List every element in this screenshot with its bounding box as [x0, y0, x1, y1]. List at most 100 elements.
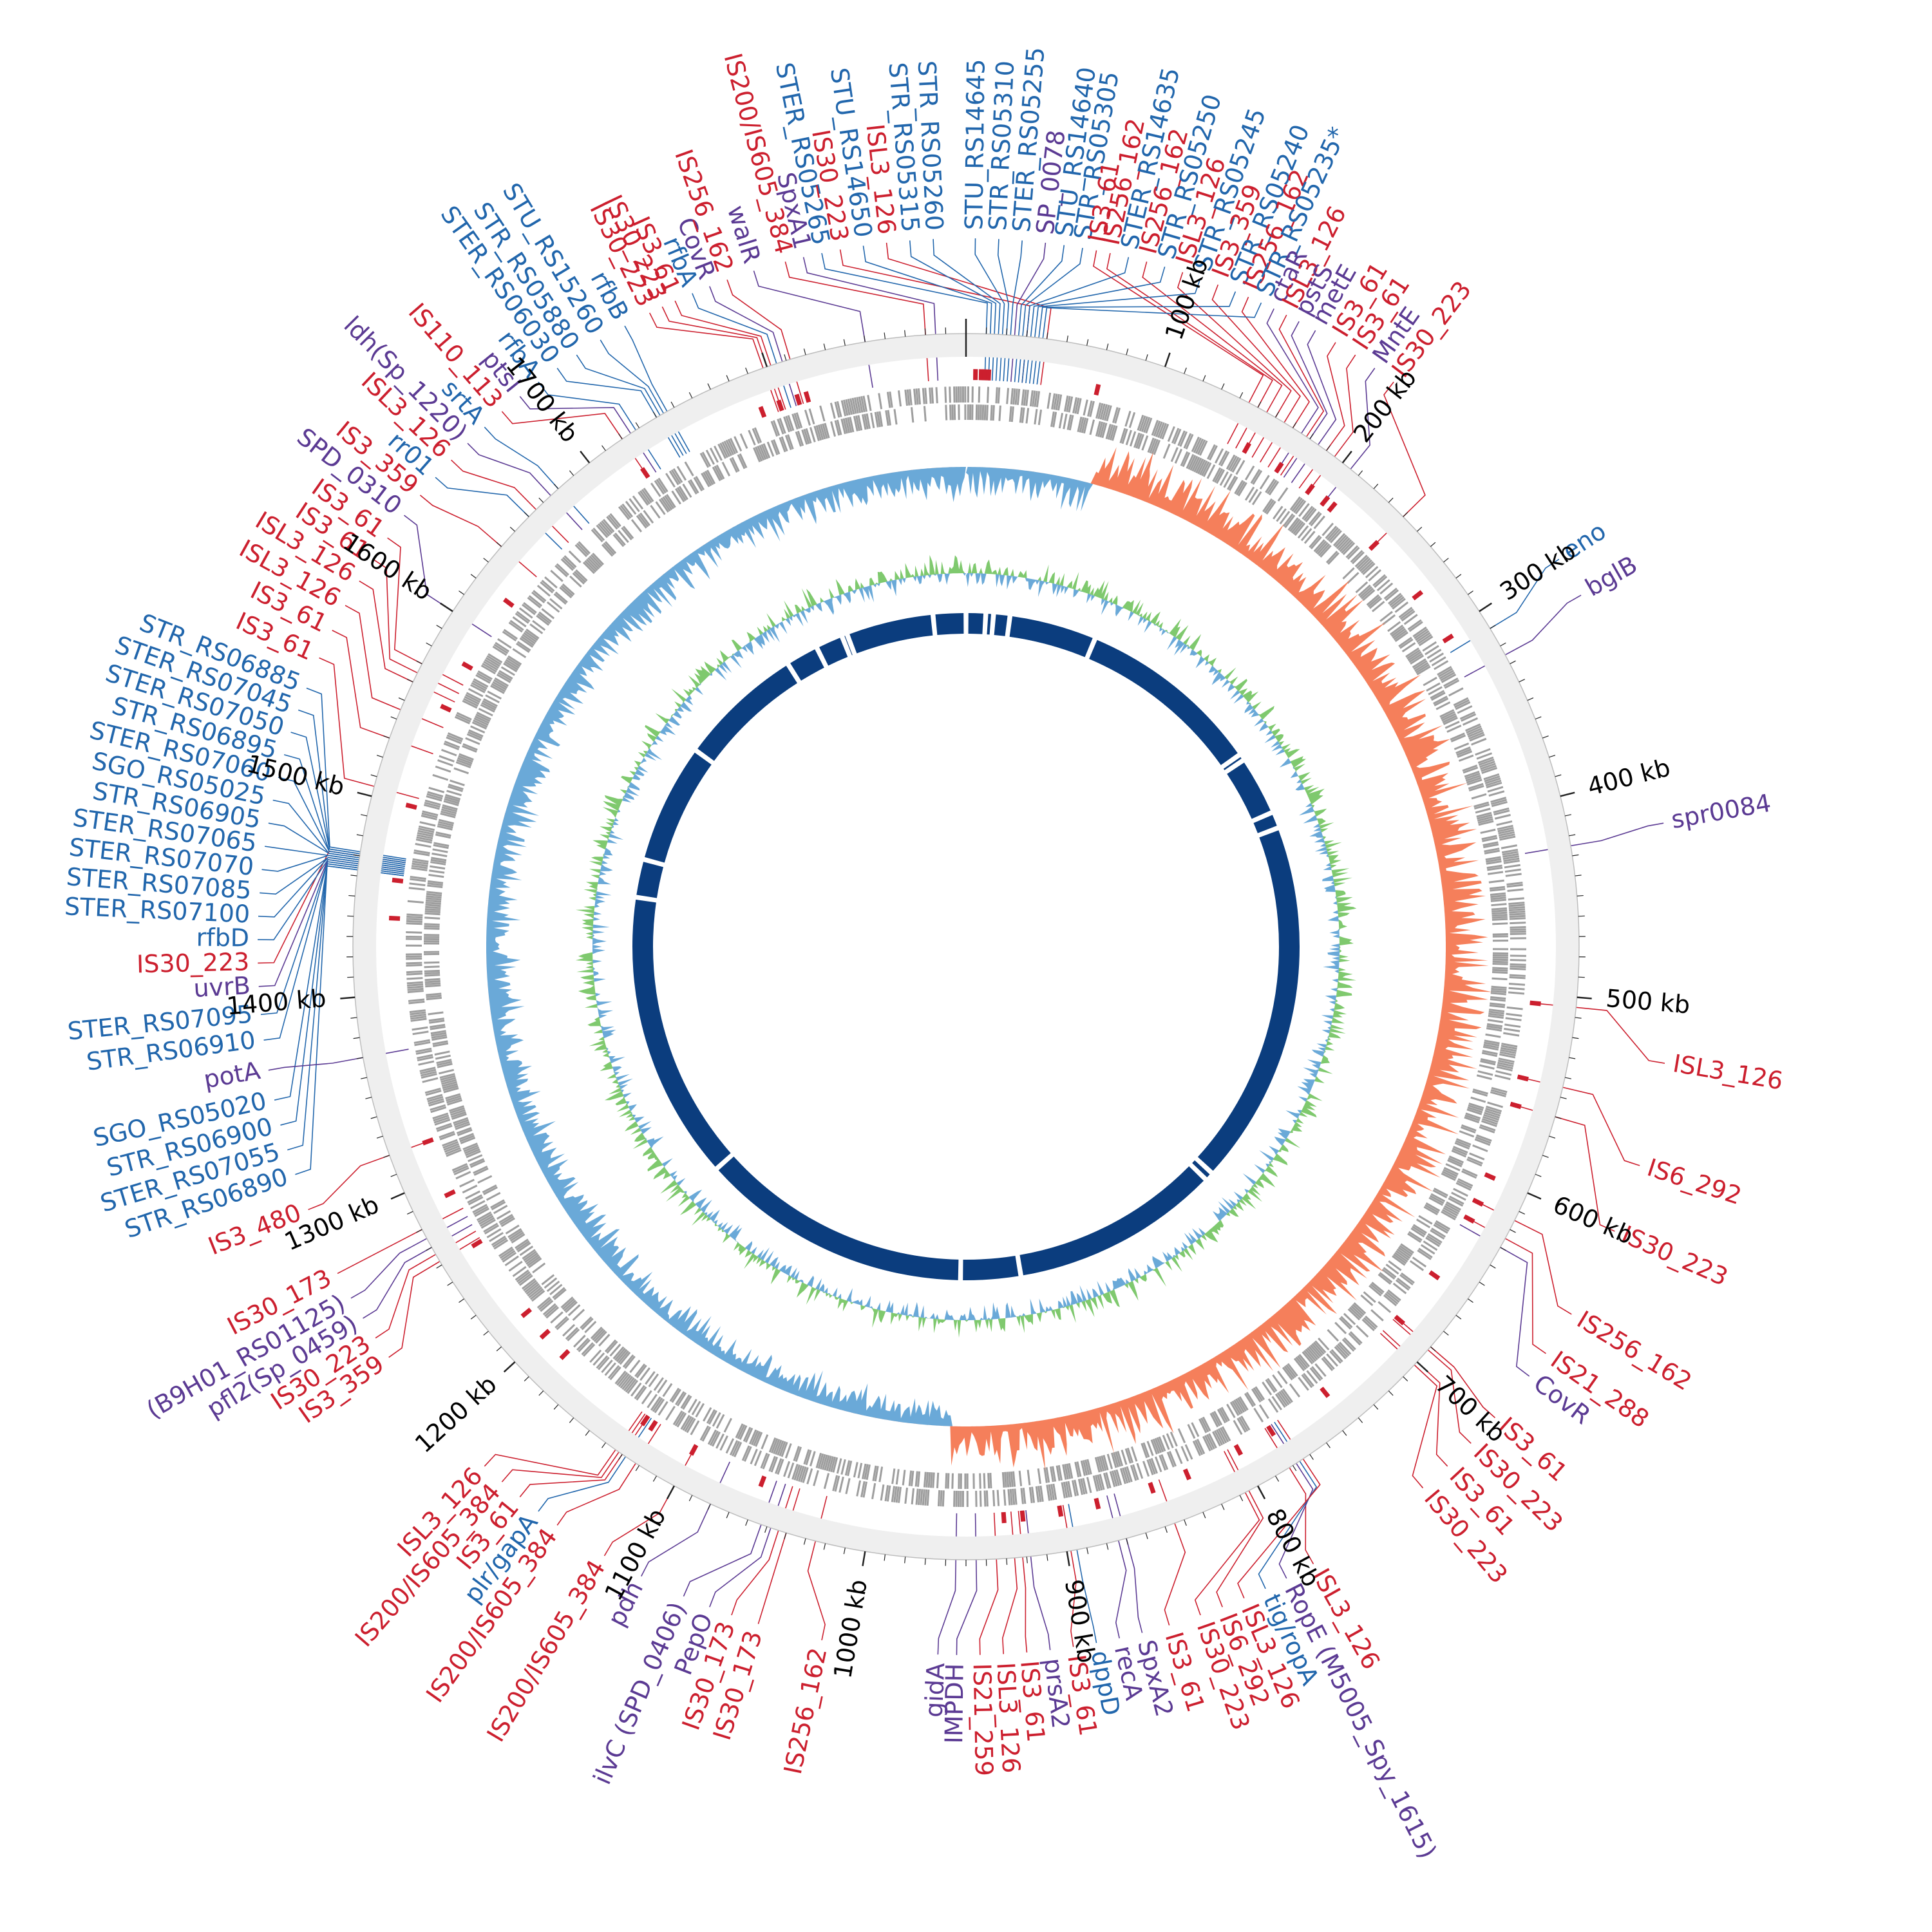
tick-label: 100 kb	[1160, 254, 1214, 343]
is-element-label: IS6_292	[1644, 1153, 1745, 1211]
tick-mark	[407, 1211, 413, 1215]
gc-skew-positive	[575, 554, 1357, 1338]
is-element-marker	[1472, 1197, 1484, 1207]
tick-mark	[524, 511, 529, 517]
is-element-marker	[1057, 1505, 1064, 1517]
tick-label: 200 kb	[1348, 364, 1422, 448]
tick-mark	[569, 1417, 574, 1423]
tick-mark	[1326, 1442, 1331, 1448]
synteny-block	[968, 613, 984, 634]
is-element-marker	[1001, 1511, 1007, 1524]
is-element-marker	[1510, 1101, 1522, 1110]
tick-mark	[370, 774, 377, 777]
tick-mark	[1542, 735, 1549, 739]
tick-mark	[1500, 642, 1506, 647]
tick-mark	[1417, 527, 1423, 532]
tick-mark	[503, 1361, 516, 1373]
tick-mark	[1292, 1465, 1297, 1472]
tick-mark	[618, 1454, 623, 1460]
gene-label: ilvC (SPD_0406)	[588, 1598, 692, 1788]
synteny-block-ring	[632, 613, 1300, 1280]
tick-mark	[365, 1097, 372, 1099]
tick-mark	[1184, 367, 1187, 374]
tick-label: 800 kb	[1260, 1504, 1325, 1591]
is-element-marker	[1530, 1000, 1541, 1007]
label-connector	[258, 850, 406, 964]
tick-mark	[1510, 660, 1516, 665]
is-element-marker	[1233, 1444, 1244, 1456]
tick-mark	[1309, 433, 1314, 440]
is-element-marker	[1305, 483, 1316, 495]
tick-mark	[864, 336, 866, 343]
is-element-marker	[559, 1349, 571, 1360]
label-connector	[258, 858, 405, 941]
is-element-marker	[520, 1307, 533, 1318]
label-connector	[1002, 1511, 1018, 1654]
tick-mark	[1106, 343, 1109, 350]
tick-mark	[1086, 1548, 1089, 1555]
tick-mark	[803, 348, 806, 355]
tick-mark	[1490, 1264, 1496, 1269]
tick-mark	[361, 814, 368, 817]
tick-mark	[784, 354, 787, 361]
is-element-marker	[640, 467, 650, 479]
is-element-marker	[405, 802, 417, 810]
tick-mark	[390, 1192, 405, 1200]
is-element-marker	[461, 661, 473, 671]
tick-mark	[635, 422, 640, 428]
is-element-marker	[392, 877, 404, 884]
is-element-label: IS30_223	[1617, 1220, 1732, 1292]
tick-mark	[383, 1155, 390, 1158]
label-connector	[933, 239, 1001, 381]
synteny-block	[1089, 639, 1238, 765]
is-element-marker	[986, 369, 992, 381]
tick-mark	[843, 1548, 846, 1555]
is-element-marker	[1320, 495, 1331, 507]
tick-mark	[1560, 1097, 1567, 1099]
tick-mark	[1549, 755, 1556, 758]
tick-mark	[1066, 336, 1068, 343]
tick-mark	[745, 1519, 748, 1526]
tick-label: 300 kb	[1495, 536, 1581, 606]
tick-mark	[1046, 332, 1048, 339]
tick-mark	[761, 352, 768, 367]
tick-mark	[383, 735, 390, 739]
synteny-block	[994, 614, 1008, 636]
tick-mark	[1309, 1454, 1314, 1460]
is-element-marker	[640, 1414, 650, 1426]
tick-mark	[340, 996, 355, 999]
tick-mark	[1275, 1475, 1280, 1482]
tick-mark	[356, 1057, 363, 1059]
tick-mark	[1184, 1519, 1187, 1526]
tick-mark	[553, 1404, 559, 1410]
tick-label: 1000 kb	[828, 1577, 873, 1680]
tick-mark	[376, 755, 383, 758]
tick-label: 500 kb	[1605, 984, 1691, 1019]
tick-mark	[483, 558, 489, 563]
synteny-block	[645, 752, 712, 863]
is-element-label: IS21_259	[968, 1663, 998, 1776]
tick-mark	[1221, 1504, 1225, 1510]
tick-mark	[1527, 1192, 1542, 1200]
is-element-marker	[440, 703, 452, 713]
synteny-block	[844, 636, 853, 656]
tick-mark	[1358, 1417, 1363, 1423]
tick-mark	[1510, 1229, 1516, 1233]
tick-mark	[1535, 1173, 1542, 1177]
tick-mark	[707, 1504, 711, 1510]
tick-mark	[1292, 422, 1297, 428]
label-connector	[886, 242, 1052, 385]
synteny-block	[790, 649, 824, 681]
tick-mark	[470, 574, 477, 579]
synteny-block	[1009, 616, 1093, 658]
tick-mark	[459, 1298, 465, 1303]
tick-mark	[1145, 1532, 1148, 1539]
is-element-marker	[758, 406, 767, 418]
tick-mark	[652, 412, 657, 418]
is-element-track	[388, 369, 1541, 1524]
tick-mark	[1490, 625, 1496, 629]
tick-mark	[1373, 1404, 1379, 1410]
is-element-marker	[1274, 462, 1284, 474]
synteny-block	[819, 638, 848, 666]
